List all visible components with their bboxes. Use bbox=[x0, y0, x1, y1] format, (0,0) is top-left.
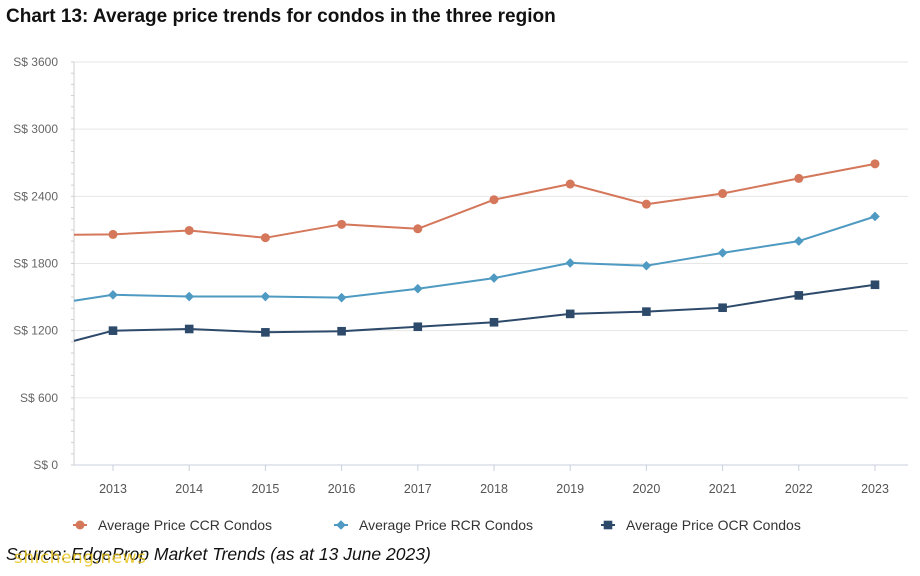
legend-marker bbox=[75, 520, 85, 530]
x-tick-label: 2013 bbox=[99, 482, 127, 496]
series-line-3 bbox=[73, 283, 876, 342]
data-point bbox=[260, 233, 270, 243]
data-point bbox=[489, 273, 499, 283]
axes: S$ 0 S$ 600 S$ 1200 S$ 1800 S$ 2400 S$ 3000 S$… bbox=[13, 55, 908, 496]
data-point bbox=[413, 322, 423, 332]
data-point bbox=[260, 291, 271, 302]
x-tick-label: 2021 bbox=[709, 482, 737, 496]
data-point bbox=[336, 292, 347, 303]
chart-title: Chart 13: Average price trends for condo… bbox=[6, 6, 556, 27]
data-point bbox=[489, 195, 499, 205]
data-point bbox=[565, 179, 575, 189]
data-point bbox=[870, 280, 880, 290]
data-point bbox=[718, 189, 728, 199]
y-tick-label: S$ 0 bbox=[33, 458, 58, 472]
x-tick-label: 2020 bbox=[632, 482, 660, 496]
data-point bbox=[641, 199, 651, 209]
data-point bbox=[794, 236, 804, 246]
data-point bbox=[108, 326, 118, 335]
legend-label: Average Price OCR Condos bbox=[626, 517, 801, 533]
y-tick-label: S$ 3000 bbox=[13, 122, 58, 136]
data-point bbox=[794, 173, 804, 183]
data-point bbox=[413, 224, 423, 234]
watermark: shicheng.news bbox=[14, 548, 147, 568]
y-tick-label: S$ 1800 bbox=[13, 257, 58, 271]
x-tick-label: 2023 bbox=[861, 482, 889, 496]
data-point bbox=[108, 290, 118, 300]
x-tick-label: 2016 bbox=[328, 482, 356, 496]
data-point bbox=[184, 291, 194, 302]
data-point bbox=[108, 229, 118, 239]
grid bbox=[74, 61, 908, 399]
legend-marker bbox=[603, 520, 613, 530]
data-point bbox=[870, 211, 880, 222]
data-point bbox=[337, 219, 347, 229]
data-point bbox=[870, 159, 880, 169]
source-note: Source: EdgeProp Market Trends (as at 13… bbox=[6, 544, 431, 564]
series-lines bbox=[73, 159, 880, 342]
data-point bbox=[794, 291, 804, 300]
y-tick-label: S$ 3600 bbox=[13, 55, 58, 69]
legend-label: Average Price RCR Condos bbox=[359, 517, 533, 533]
data-point bbox=[337, 326, 346, 336]
data-point bbox=[565, 258, 575, 268]
data-point bbox=[489, 317, 499, 327]
data-point bbox=[641, 260, 652, 271]
y-tick-label: S$ 2400 bbox=[13, 189, 58, 203]
data-point bbox=[184, 225, 194, 235]
series-line-2 bbox=[73, 215, 876, 302]
data-point bbox=[261, 328, 270, 337]
data-point bbox=[718, 303, 727, 313]
legend-label: Average Price CCR Condos bbox=[98, 517, 272, 533]
data-point bbox=[413, 283, 423, 294]
legend: Average Price CCR Condos Average Price RC… bbox=[73, 517, 801, 533]
y-tick-label: S$ 1200 bbox=[13, 324, 58, 338]
x-tick-label: 2018 bbox=[480, 482, 508, 496]
data-point bbox=[565, 309, 575, 319]
x-tick-label: 2014 bbox=[175, 482, 203, 496]
data-point bbox=[184, 324, 194, 334]
series-line-1 bbox=[73, 162, 876, 239]
data-point bbox=[642, 307, 651, 316]
x-tick-label: 2022 bbox=[785, 482, 813, 496]
legend-marker bbox=[336, 520, 346, 530]
y-tick-label: S$ 600 bbox=[20, 391, 58, 405]
x-tick-label: 2019 bbox=[556, 482, 584, 496]
data-point bbox=[717, 248, 728, 258]
x-tick-label: 2017 bbox=[404, 482, 432, 496]
x-tick-label: 2015 bbox=[251, 482, 279, 496]
